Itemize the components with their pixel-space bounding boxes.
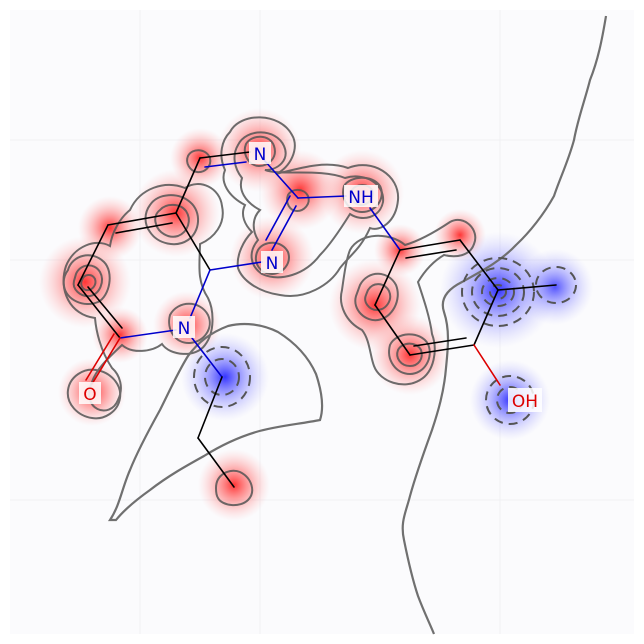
atom-n-mid: N [266, 254, 279, 274]
bonds [77, 151, 557, 488]
atom-labels: N NH N N O OH [79, 142, 542, 412]
negative-density-map [181, 232, 593, 440]
atom-o-carbonyl: O [83, 385, 96, 405]
zero-contours [107, 15, 608, 635]
atom-n-ring: N [178, 319, 191, 339]
negative-contours [193, 257, 577, 425]
atom-oh: OH [512, 392, 538, 412]
atom-nh: NH [348, 188, 374, 208]
atom-n-top: N [254, 145, 267, 165]
